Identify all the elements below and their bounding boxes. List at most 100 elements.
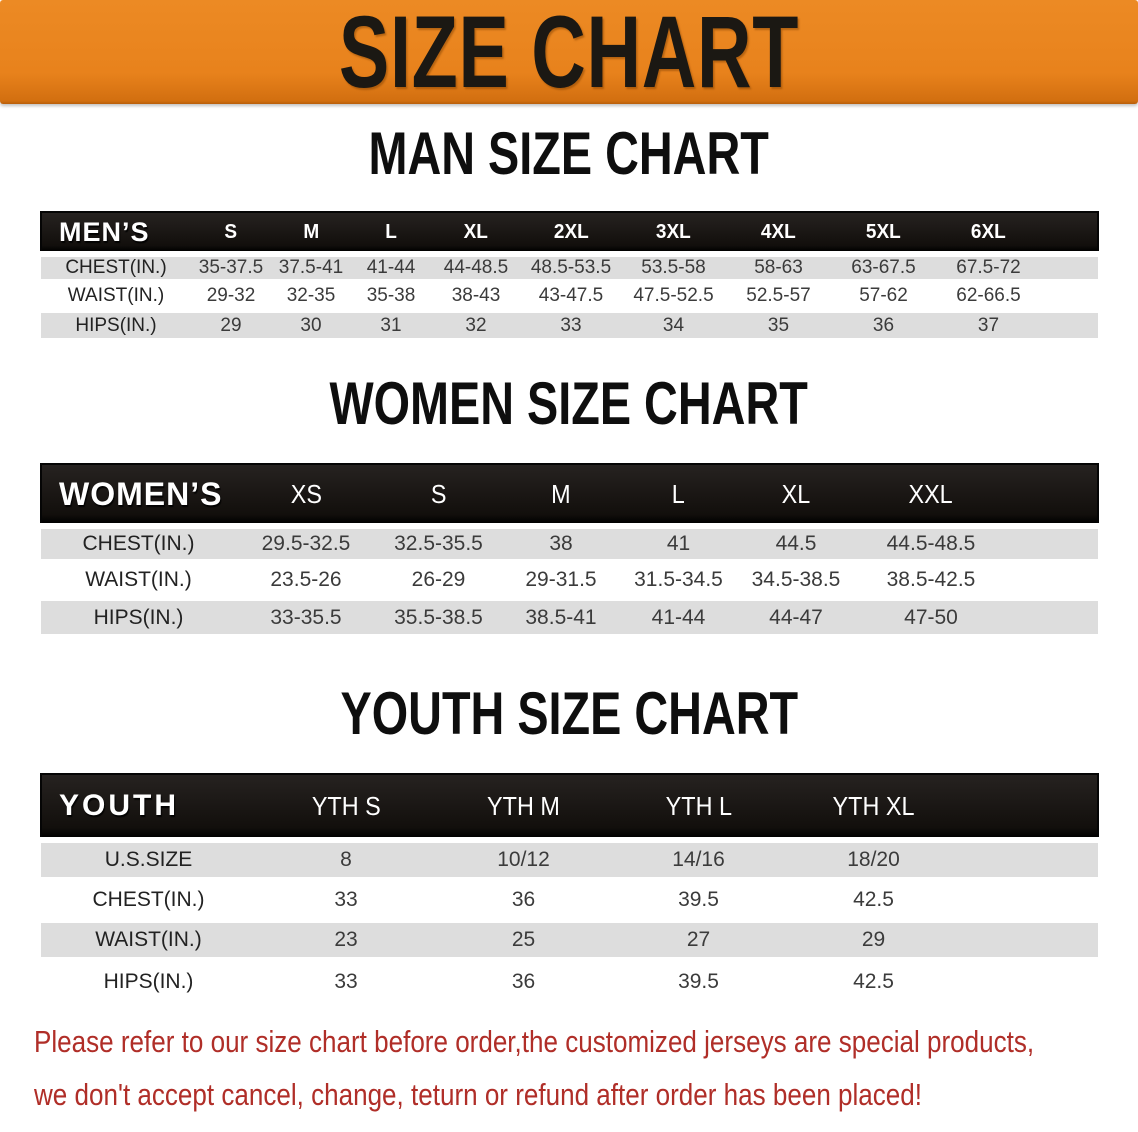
size-value-cell: 52.5-57 (726, 279, 831, 310)
size-value-cell: 23 (256, 917, 436, 960)
size-value-cell: 67.5-72 (936, 251, 1041, 282)
measurement-row: CHEST(IN.) 29.5-32.5 32.5-35.5 38 41 44.5 44.5… (41, 523, 1098, 562)
size-value-cell: 25 (436, 917, 611, 960)
size-value-cell: 48.5-53.5 (521, 251, 621, 282)
size-column-header: L (621, 463, 736, 527)
size-value-cell: 38-43 (431, 279, 521, 310)
size-column-header: XL (736, 463, 856, 527)
header-filler (961, 773, 1099, 841)
youth-section-heading: YOUTH SIZE CHART (0, 684, 1138, 757)
size-value-cell: 41-44 (621, 595, 736, 634)
size-column-header: YTH M (436, 773, 611, 841)
header-filler (1006, 463, 1099, 527)
size-value-cell: 33-35.5 (236, 595, 376, 634)
youth-size-table: YOUTH YTH S YTH M YTH L YTH XL U.S.SIZE 8 10/12… (40, 773, 1099, 1000)
size-column-header: M (501, 463, 621, 527)
row-label: HIPS(IN.) (41, 595, 236, 634)
table-header-label: YOUTH (40, 773, 256, 841)
size-column-header: YTH XL (786, 773, 961, 841)
measurement-row: U.S.SIZE 8 10/12 14/16 18/20 (41, 837, 1098, 880)
size-value-cell: 31 (351, 307, 431, 338)
row-label: HIPS(IN.) (41, 957, 256, 1000)
row-label: WAIST(IN.) (41, 559, 236, 598)
size-value-cell: 10/12 (436, 837, 611, 880)
size-value-cell: 29.5-32.5 (236, 523, 376, 562)
men-size-section: MAN SIZE CHART MEN’S S M L XL 2XL 3XL 4XL 5XL 6XL… (0, 124, 1138, 338)
row-filler (961, 917, 1098, 960)
row-label: WAIST(IN.) (41, 279, 191, 310)
size-value-cell: 42.5 (786, 957, 961, 1000)
size-value-cell: 57-62 (831, 279, 936, 310)
row-filler (1006, 523, 1098, 562)
size-value-cell: 38.5-41 (501, 595, 621, 634)
size-value-cell: 29 (786, 917, 961, 960)
measurement-row: HIPS(IN.) 33 36 39.5 42.5 (41, 957, 1098, 1000)
size-column-header: L (351, 211, 431, 255)
measurement-row: CHEST(IN.) 33 36 39.5 42.5 (41, 877, 1098, 920)
row-label: CHEST(IN.) (41, 877, 256, 920)
size-column-header: 4XL (726, 211, 831, 255)
size-value-cell: 34.5-38.5 (736, 559, 856, 598)
size-column-header: S (376, 463, 501, 527)
size-column-header: XL (431, 211, 521, 255)
size-column-header: YTH S (256, 773, 436, 841)
size-value-cell: 37 (936, 307, 1041, 338)
header-filler (1041, 211, 1099, 255)
size-value-cell: 26-29 (376, 559, 501, 598)
size-value-cell: 44.5 (736, 523, 856, 562)
size-value-cell: 41 (621, 523, 736, 562)
banner-title: SIZE CHART (338, 0, 800, 109)
row-label: WAIST(IN.) (41, 917, 256, 960)
size-value-cell: 44-48.5 (431, 251, 521, 282)
size-value-cell: 36 (436, 877, 611, 920)
size-value-cell: 41-44 (351, 251, 431, 282)
size-value-cell: 33 (256, 957, 436, 1000)
row-filler (1006, 559, 1098, 598)
size-value-cell: 35 (726, 307, 831, 338)
size-value-cell: 38 (501, 523, 621, 562)
size-value-cell: 32 (431, 307, 521, 338)
row-filler (961, 837, 1098, 880)
women-section-heading-text: WOMEN SIZE CHART (329, 370, 809, 437)
men-size-table: MEN’S S M L XL 2XL 3XL 4XL 5XL 6XL CHEST(IN.) 35-37… (40, 211, 1099, 338)
size-value-cell: 36 (831, 307, 936, 338)
table-header-label: WOMEN’S (40, 463, 236, 527)
size-value-cell: 62-66.5 (936, 279, 1041, 310)
size-value-cell: 29 (191, 307, 271, 338)
size-value-cell: 53.5-58 (621, 251, 726, 282)
measurement-row: WAIST(IN.) 23 25 27 29 (41, 917, 1098, 960)
size-column-header: 2XL (521, 211, 621, 255)
size-column-header: M (271, 211, 351, 255)
size-value-cell: 35-37.5 (191, 251, 271, 282)
size-column-header: 3XL (621, 211, 726, 255)
size-column-header: YTH L (611, 773, 786, 841)
row-filler (961, 877, 1098, 920)
measurement-row: WAIST(IN.) 23.5-26 26-29 29-31.5 31.5-34.5 34… (41, 559, 1098, 598)
women-size-section: WOMEN SIZE CHART WOMEN’S XS S M L XL XXL CHEST(… (0, 374, 1138, 634)
size-value-cell: 44-47 (736, 595, 856, 634)
size-value-cell: 32-35 (271, 279, 351, 310)
row-label: HIPS(IN.) (41, 307, 191, 338)
row-label: U.S.SIZE (41, 837, 256, 880)
disclaimer-line-1: Please refer to our size chart before or… (34, 1024, 1035, 1059)
size-value-cell: 39.5 (611, 957, 786, 1000)
women-size-table: WOMEN’S XS S M L XL XXL CHEST(IN.) 29.5-32.5 32.5… (40, 463, 1099, 634)
size-value-cell: 8 (256, 837, 436, 880)
size-value-cell: 14/16 (611, 837, 786, 880)
size-value-cell: 34 (621, 307, 726, 338)
size-value-cell: 30 (271, 307, 351, 338)
row-filler (1006, 595, 1098, 634)
size-column-header: XXL (856, 463, 1006, 527)
size-value-cell: 31.5-34.5 (621, 559, 736, 598)
size-value-cell: 35.5-38.5 (376, 595, 501, 634)
row-filler (1041, 307, 1098, 338)
size-value-cell: 29-32 (191, 279, 271, 310)
table-header-row: WOMEN’S XS S M L XL XXL (40, 463, 1099, 527)
size-value-cell: 47-50 (856, 595, 1006, 634)
disclaimer-line-2: we don't accept cancel, change, teturn o… (34, 1077, 923, 1112)
size-column-header: XS (236, 463, 376, 527)
size-value-cell: 63-67.5 (831, 251, 936, 282)
size-column-header: 6XL (936, 211, 1041, 255)
size-value-cell: 42.5 (786, 877, 961, 920)
